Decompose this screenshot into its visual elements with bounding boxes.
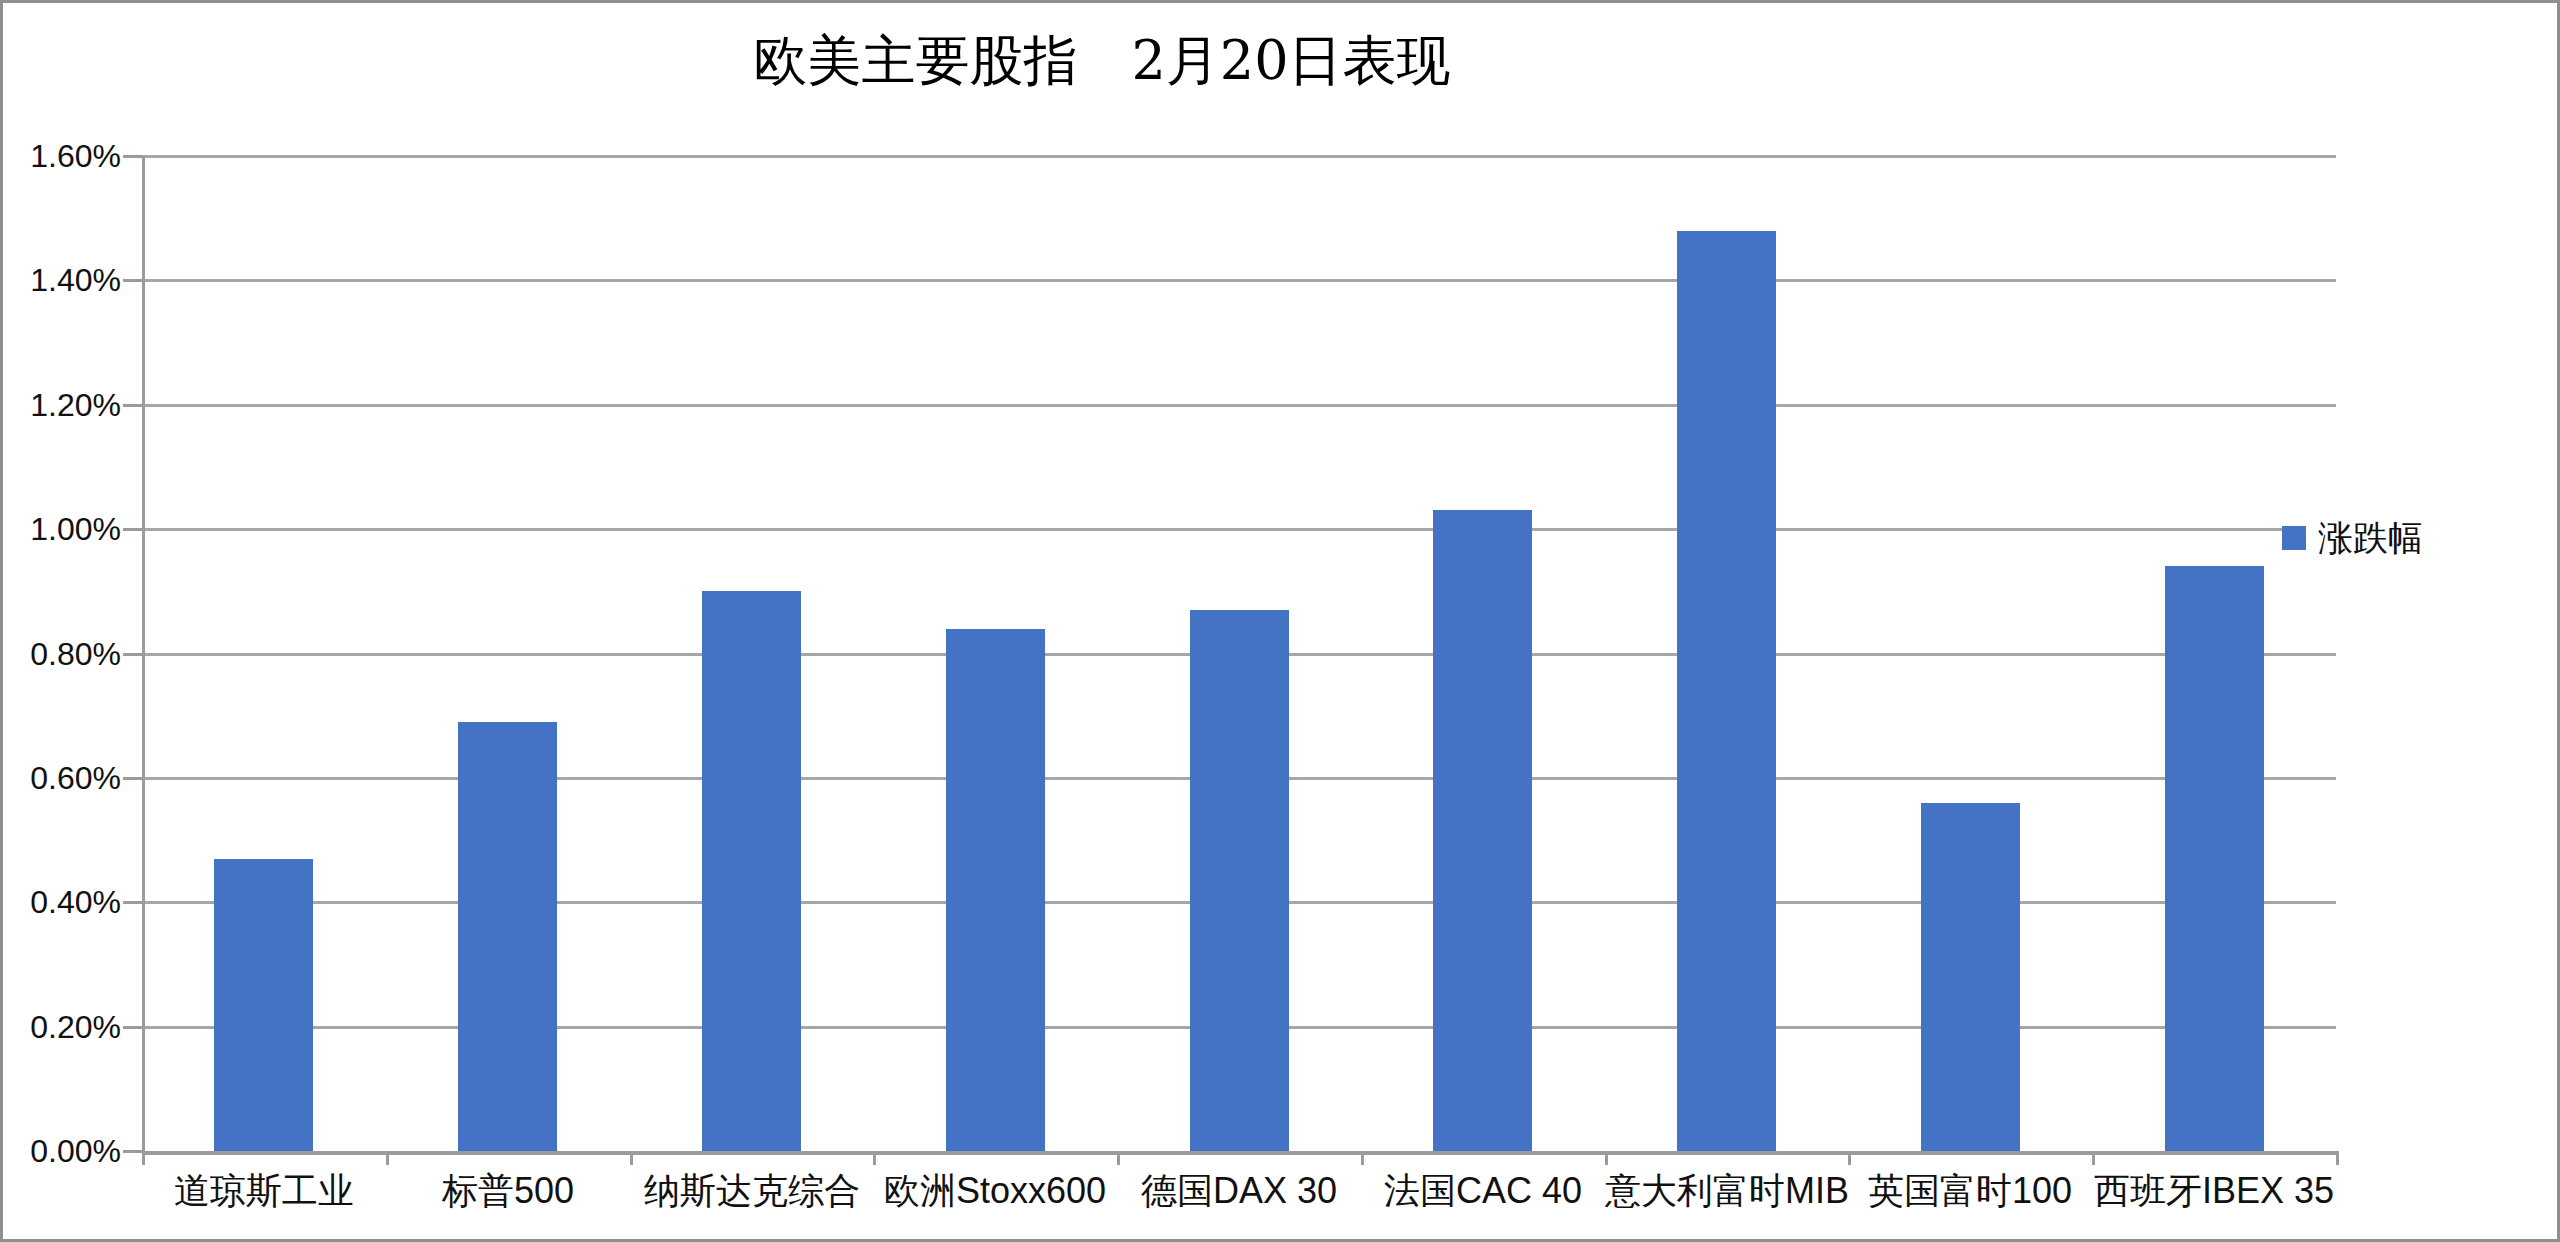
x-axis-tick — [1117, 1151, 1120, 1165]
bar — [1921, 803, 2020, 1151]
x-category-label: 法国CAC 40 — [1361, 1169, 1605, 1213]
y-axis-tick — [123, 528, 142, 531]
x-axis-tick — [630, 1151, 633, 1165]
y-axis-tick — [123, 777, 142, 780]
x-axis-tick — [1848, 1151, 1851, 1165]
bar — [214, 859, 313, 1151]
y-tick-label: 1.60% — [3, 138, 121, 174]
bar — [1677, 231, 1776, 1151]
y-tick-label: 0.60% — [3, 760, 121, 796]
y-tick-label: 0.40% — [3, 884, 121, 920]
x-axis-line — [142, 1151, 2339, 1155]
y-axis-tick — [123, 1150, 142, 1153]
x-axis-tick — [2336, 1151, 2339, 1165]
y-axis-tick — [123, 404, 142, 407]
x-category-label: 意大利富时MIB — [1605, 1169, 1849, 1213]
y-gridline — [142, 528, 2336, 531]
legend-label: 涨跌幅 — [2318, 517, 2423, 559]
y-axis-tick — [123, 1026, 142, 1029]
chart-title: 欧美主要股指 2月20日表现 — [753, 25, 1450, 98]
x-axis-tick — [873, 1151, 876, 1165]
y-tick-label: 1.00% — [3, 511, 121, 547]
y-tick-label: 0.80% — [3, 636, 121, 672]
x-axis-tick — [2092, 1151, 2095, 1165]
legend: 涨跌幅 — [2282, 517, 2431, 559]
x-category-label: 英国富时100 — [1848, 1169, 2092, 1213]
x-axis-tick — [1361, 1151, 1364, 1165]
bar — [2165, 566, 2264, 1151]
bar — [946, 629, 1045, 1151]
y-tick-label: 1.20% — [3, 387, 121, 423]
y-tick-label: 1.40% — [3, 262, 121, 298]
legend-swatch-icon — [2282, 526, 2306, 550]
bar — [1433, 510, 1532, 1151]
bar — [1190, 610, 1289, 1151]
x-category-label: 欧洲Stoxx600 — [873, 1169, 1117, 1213]
y-tick-label: 0.20% — [3, 1009, 121, 1045]
x-axis-tick — [142, 1151, 145, 1165]
x-category-label: 西班牙IBEX 35 — [2092, 1169, 2336, 1213]
x-category-label: 纳斯达克综合 — [630, 1169, 874, 1213]
bar — [702, 591, 801, 1151]
y-axis-tick — [123, 155, 142, 158]
x-axis-tick — [1605, 1151, 1608, 1165]
y-axis-tick — [123, 901, 142, 904]
y-tick-label: 0.00% — [3, 1133, 121, 1169]
x-category-label: 德国DAX 30 — [1117, 1169, 1361, 1213]
y-gridline — [142, 155, 2336, 158]
y-axis-tick — [123, 653, 142, 656]
y-gridline — [142, 279, 2336, 282]
bar — [458, 722, 557, 1151]
x-category-label: 道琼斯工业 — [142, 1169, 386, 1213]
y-gridline — [142, 404, 2336, 407]
x-category-label: 标普500 — [386, 1169, 630, 1213]
x-axis-tick — [386, 1151, 389, 1165]
chart-frame: 欧美主要股指 2月20日表现 0.00% 0.20% 0.40% 0.60% 0.80%… — [0, 0, 2560, 1242]
y-axis-line — [142, 156, 145, 1165]
y-axis-tick — [123, 279, 142, 282]
